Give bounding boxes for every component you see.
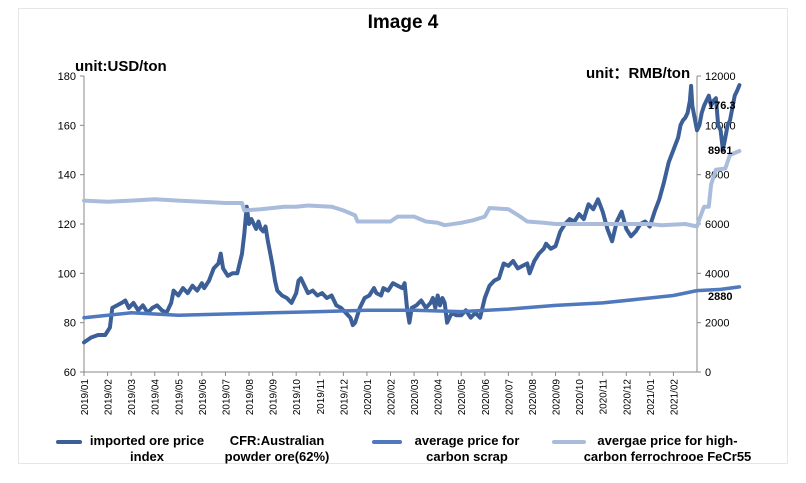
legend-label-iron-ore-extra: CFR:Australian powder ore(62%) <box>212 433 342 465</box>
end-value-label: 8961 <box>708 145 732 157</box>
legend-swatch-ferrochrome <box>552 440 586 444</box>
x-tick-label: 2020/05 <box>457 379 468 416</box>
left-axis-unit-label: unit:USD/ton <box>75 58 167 75</box>
right-y-tick-label: 6000 <box>705 219 729 231</box>
left-y-tick-label: 120 <box>58 219 76 231</box>
legend-iron-ore-extra-line-1: CFR:Australian <box>229 433 325 448</box>
right-y-tick-label: 2000 <box>705 318 729 330</box>
x-tick-label: 2020/04 <box>434 379 445 416</box>
legend-ferrochrome-line-1: avergae price for high- <box>597 433 738 448</box>
left-y-tick-label: 140 <box>58 170 76 182</box>
chart-frame <box>18 8 788 464</box>
x-tick-label: 2020/09 <box>552 379 563 416</box>
x-tick-label: 2020/03 <box>410 379 421 416</box>
x-tick-label: 2021/02 <box>669 379 680 416</box>
legend-iron-ore-line-1: imported ore price <box>89 433 205 448</box>
left-y-tick-label: 100 <box>58 268 76 280</box>
right-y-tick-label: 0 <box>705 367 711 379</box>
x-tick-label: 2020/11 <box>599 379 610 415</box>
series-line-2 <box>82 149 742 229</box>
chart-title: Image 4 <box>367 12 439 33</box>
x-tick-label: 2020/12 <box>622 379 633 416</box>
x-tick-label: 2019/03 <box>127 379 138 416</box>
right-y-tick-label: 12000 <box>705 71 736 83</box>
x-tick-label: 2019/12 <box>339 379 350 416</box>
x-tick-label: 2019/11 <box>316 379 327 415</box>
x-tick-label: 2020/02 <box>387 379 398 416</box>
x-tick-label: 2019/01 <box>80 379 91 416</box>
x-tick-label: 2019/02 <box>104 379 115 416</box>
left-y-tick-label: 60 <box>64 367 76 379</box>
legend-iron-ore-extra-line-2: powder ore(62%) <box>224 449 330 464</box>
x-tick-label: 2020/06 <box>481 379 492 416</box>
end-value-label: 176.3 <box>708 100 736 112</box>
legend-swatch-carbon-scrap <box>372 440 402 444</box>
x-tick-label: 2019/06 <box>198 379 209 416</box>
x-tick-label: 2019/07 <box>221 379 232 416</box>
x-tick-label: 2019/04 <box>151 379 162 416</box>
x-tick-label: 2019/09 <box>269 379 280 416</box>
legend-label-iron-ore: imported ore price index <box>82 433 212 465</box>
series-line-0 <box>82 83 742 345</box>
x-tick-label: 2019/10 <box>292 379 303 416</box>
x-tick-label: 2019/08 <box>245 379 256 416</box>
right-axis-unit-label: unit：RMB/ton <box>586 65 691 82</box>
legend-iron-ore-line-2: index <box>130 449 164 464</box>
x-tick-label: 2020/10 <box>575 379 586 416</box>
legend-carbon-scrap-line-2: carbon scrap <box>426 449 508 464</box>
legend-label-ferrochrome: avergae price for high- carbon ferrochro… <box>560 433 775 465</box>
left-y-tick-label: 160 <box>58 120 76 132</box>
end-value-label: 2880 <box>708 291 732 303</box>
x-tick-label: 2021/01 <box>646 379 657 416</box>
legend-label-carbon-scrap: average price for carbon scrap <box>402 433 532 465</box>
left-y-tick-label: 180 <box>58 71 76 83</box>
x-tick-label: 2020/07 <box>504 379 515 416</box>
right-y-tick-label: 4000 <box>705 268 729 280</box>
legend-ferrochrome-line-2: carbon ferrochrooe FeCr55 <box>583 449 752 464</box>
series-line-1 <box>82 285 742 320</box>
legend-carbon-scrap-line-1: average price for <box>414 433 520 448</box>
left-y-tick-label: 80 <box>64 318 76 330</box>
legend-swatch-iron-ore <box>56 440 82 444</box>
x-tick-label: 2020/01 <box>363 379 374 416</box>
x-tick-label: 2019/05 <box>174 379 185 416</box>
x-tick-label: 2020/08 <box>528 379 539 416</box>
